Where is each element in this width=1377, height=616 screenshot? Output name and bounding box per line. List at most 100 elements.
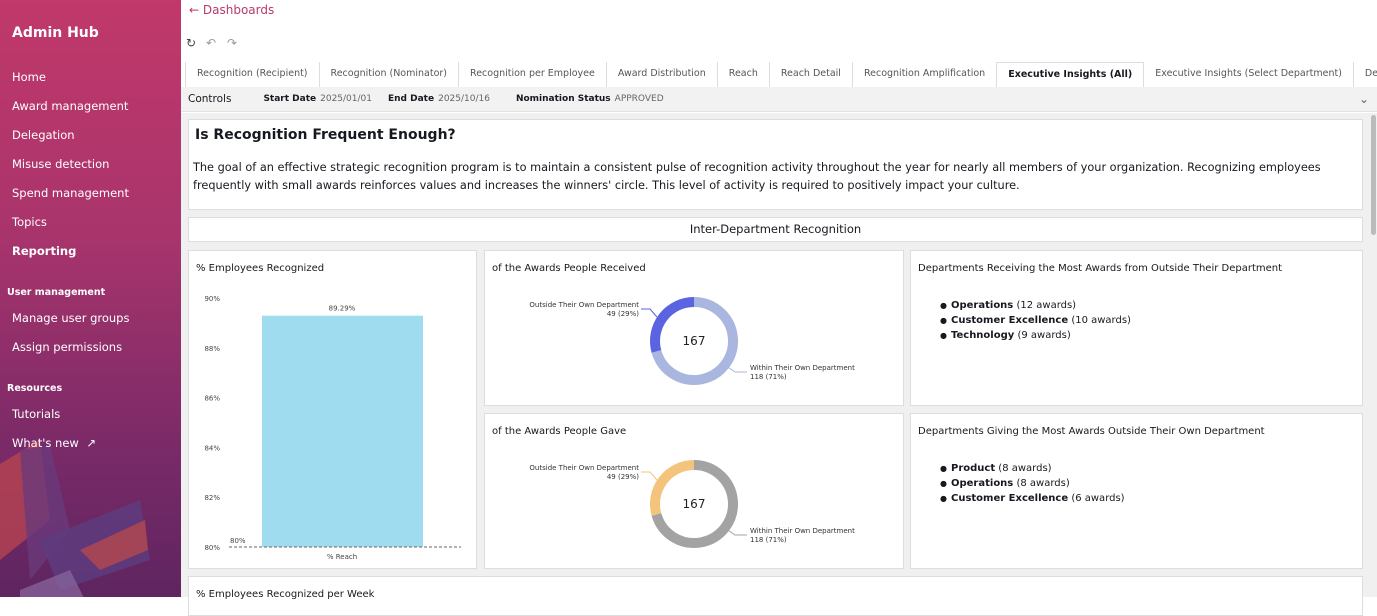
list-item: Product (8 awards) — [940, 463, 1125, 474]
nav-home[interactable]: Home — [12, 70, 46, 84]
undo-icon[interactable]: ↶ — [206, 36, 217, 50]
y-tick-label: 88% — [204, 345, 220, 353]
slice-label: Within Their Own Department — [750, 527, 855, 535]
donut-total: 167 — [683, 334, 706, 348]
arrow-left-icon: ← — [189, 3, 200, 17]
status-value[interactable]: APPROVED — [614, 94, 664, 104]
intro-panel: Is Recognition Frequent Enough? The goal… — [188, 119, 1363, 210]
receiving-list: Operations (12 awards) Customer Excellen… — [940, 300, 1131, 345]
list-item: Technology (9 awards) — [940, 330, 1131, 341]
tab-executive-insights-select[interactable]: Executive Insights (Select Department) — [1155, 68, 1342, 79]
back-link[interactable]: ← Dashboards — [189, 3, 274, 17]
app-title: Admin Hub — [12, 25, 99, 41]
section-title: Inter-Department Recognition — [188, 217, 1363, 242]
x-tick-label: % Reach — [327, 553, 357, 561]
baseline-label: 80% — [230, 537, 246, 545]
slice-label: Outside Their Own Department — [529, 464, 639, 472]
controls-label: Controls — [188, 93, 232, 105]
tab-bar: Recognition (Recipient) Recognition (Nom… — [185, 62, 1377, 87]
leader-line — [641, 308, 658, 318]
slice-value: 49 (29%) — [607, 473, 639, 481]
back-label: Dashboards — [202, 3, 275, 17]
slice-label: Within Their Own Department — [750, 364, 855, 372]
tab-definitions[interactable]: Definitions — [1352, 62, 1377, 87]
section-user-management: User management — [7, 287, 106, 298]
tab-recognition-nominator[interactable]: Recognition (Nominator) — [318, 62, 458, 87]
giving-title: Departments Giving the Most Awards Outsi… — [918, 426, 1265, 437]
donut-slice — [650, 297, 695, 353]
donut-received-title: of the Awards People Received — [492, 263, 646, 274]
tab-recognition-per-employee[interactable]: Recognition per Employee — [458, 62, 606, 87]
nav-misuse-detection[interactable]: Misuse detection — [12, 157, 110, 171]
tab-award-distribution[interactable]: Award Distribution — [605, 62, 717, 87]
slice-value: 49 (29%) — [607, 310, 639, 318]
decorative-art — [0, 440, 150, 597]
tab-executive-insights-all[interactable]: Executive Insights (All) — [996, 62, 1145, 87]
external-link-icon: ↗ — [86, 436, 97, 450]
section-resources: Resources — [7, 383, 63, 394]
donut-received-panel: of the Awards People Received 167 Outside… — [484, 250, 904, 406]
y-tick-label: 86% — [204, 395, 220, 403]
refresh-icon[interactable]: ↻ — [186, 36, 197, 50]
y-tick-label: 84% — [204, 444, 220, 452]
intro-title: Is Recognition Frequent Enough? — [195, 127, 456, 143]
slice-value: 118 (71%) — [750, 373, 787, 381]
bar-chart: 80% 82% 84% 86% 88% 90% 89.29% % Reach 80% — [204, 295, 461, 561]
list-item: Customer Excellence (6 awards) — [940, 493, 1125, 504]
nav-assign-permissions[interactable]: Assign permissions — [12, 340, 123, 354]
donut-slice — [650, 460, 695, 516]
nav-award-management[interactable]: Award management — [12, 99, 129, 113]
nav-manage-user-groups[interactable]: Manage user groups — [12, 311, 130, 325]
status-label: Nomination Status — [515, 94, 611, 104]
y-tick-label: 90% — [204, 295, 220, 303]
nav-reporting[interactable]: Reporting — [12, 244, 77, 258]
weekly-panel: % Employees Recognized per Week — [188, 576, 1363, 616]
donut-gave-panel: of the Awards People Gave 167 Outside The… — [484, 413, 904, 569]
bar — [262, 315, 423, 547]
tab-reach-detail[interactable]: Reach Detail — [768, 62, 852, 87]
leader-line — [724, 364, 747, 373]
bar-data-label: 89.29% — [329, 305, 356, 313]
receiving-panel: Departments Receiving the Most Awards fr… — [910, 250, 1363, 406]
end-date-value[interactable]: 2025/10/16 — [438, 94, 490, 104]
receiving-title: Departments Receiving the Most Awards fr… — [918, 263, 1283, 274]
giving-panel: Departments Giving the Most Awards Outsi… — [910, 413, 1363, 569]
slice-value: 118 (71%) — [750, 536, 787, 544]
leader-line — [724, 527, 747, 536]
donut-slice — [651, 460, 738, 548]
start-date-label: Start Date — [263, 94, 317, 104]
nav-delegation[interactable]: Delegation — [12, 128, 75, 142]
giving-list: Product (8 awards) Operations (8 awards)… — [940, 463, 1125, 508]
y-tick-label: 80% — [204, 544, 220, 552]
y-tick-label: 82% — [204, 494, 220, 502]
list-item: Customer Excellence (10 awards) — [940, 315, 1131, 326]
donut-slice — [651, 297, 738, 385]
nav-tutorials[interactable]: Tutorials — [12, 407, 61, 421]
scrollbar[interactable] — [1371, 115, 1376, 235]
sidebar: Admin Hub Home Award management Delegati… — [0, 0, 181, 597]
chevron-down-icon[interactable]: ⌄ — [1358, 92, 1369, 106]
intro-body: The goal of an effective strategic recog… — [193, 161, 1321, 192]
tab-reach[interactable]: Reach — [716, 62, 769, 87]
nav-topics[interactable]: Topics — [12, 215, 47, 229]
nav-whats-new[interactable]: What's new ↗ — [12, 436, 96, 450]
bar-chart-panel: % Employees Recognized 80% 82% 84% 86% 88% 90… — [188, 250, 477, 569]
donut-gave-title: of the Awards People Gave — [492, 426, 627, 437]
whats-new-label: What's new — [12, 436, 79, 450]
end-date-label: End Date — [388, 94, 435, 104]
donut-total: 167 — [683, 497, 706, 511]
start-date-value[interactable]: 2025/01/01 — [320, 94, 372, 104]
nav-spend-management[interactable]: Spend management — [12, 186, 129, 200]
tab-recognition-amplification[interactable]: Recognition Amplification — [851, 62, 996, 87]
redo-icon[interactable]: ↷ — [227, 36, 238, 50]
main: ← Dashboards ↻ ↶ ↷ Recognition (Recipien… — [181, 0, 1377, 616]
weekly-title: % Employees Recognized per Week — [196, 589, 375, 600]
list-item: Operations (8 awards) — [940, 478, 1125, 489]
controls-bar: Controls Start Date 2025/01/01 End Date 20… — [181, 87, 1377, 112]
slice-label: Outside Their Own Department — [529, 301, 639, 309]
dashboard-content: Is Recognition Frequent Enough? The goal… — [181, 113, 1377, 616]
tab-recognition-recipient[interactable]: Recognition (Recipient) — [185, 62, 319, 87]
leader-line — [641, 471, 658, 481]
